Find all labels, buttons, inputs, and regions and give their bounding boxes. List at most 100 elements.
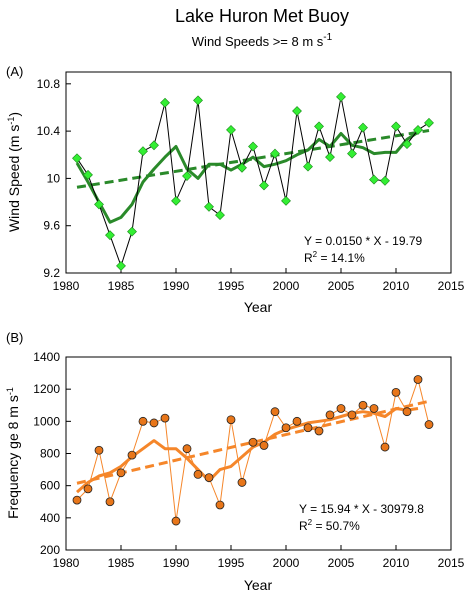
panel-b-data-point	[105, 497, 115, 507]
panel-a-data-point	[237, 162, 247, 173]
panel-a-y-tick-label: 10	[47, 171, 61, 185]
panel-b-series	[72, 375, 434, 526]
panel-a-x-tick-label: 1995	[218, 279, 245, 293]
panel-a-data-point	[292, 106, 302, 116]
panel-a-data-point	[303, 161, 313, 172]
panel-a-label: (A)	[6, 64, 23, 79]
panel-a-data-point	[358, 122, 368, 133]
panel-a-data-point	[248, 141, 258, 152]
panel-b-data-point	[325, 410, 335, 420]
panel-b-x-tick-label: 1985	[108, 556, 135, 570]
panel-b-data-point	[314, 426, 324, 436]
panel-b-x-tick-label: 2010	[383, 556, 410, 570]
panel-b-y-tick-label: 400	[40, 511, 60, 525]
panel-a-x-tick-label: 1985	[108, 279, 135, 293]
panel-b-data-point	[270, 407, 280, 417]
panel-b-data-point	[204, 473, 214, 483]
panel-b-label: (B)	[6, 330, 23, 345]
panel-b-data-point	[94, 445, 104, 455]
panel-b: (B) 1980 1985 1990 1995 2000 2005 2010 2015 200…	[5, 330, 465, 593]
panel-b-y-tick-label: 800	[40, 447, 60, 461]
panel-b-data-point	[369, 404, 379, 413]
panel-a-series	[72, 91, 434, 271]
panel-a-x-tick-label: 2015	[438, 279, 465, 293]
panel-a-data-point	[336, 91, 346, 102]
panel-a-data-point	[369, 174, 379, 185]
panel-b-data-point	[127, 450, 137, 460]
panel-b-data-point	[336, 404, 346, 413]
panel-a-data-point	[193, 95, 203, 106]
panel-a-x-tick-label: 2000	[273, 279, 300, 293]
panel-a-data-point	[325, 152, 335, 163]
panel-b-data-point	[149, 418, 159, 428]
panel-a-x-ticks: 1980 1985 1990 1995 2000 2005 2010 2015	[53, 268, 465, 293]
panel-b-x-tick-label: 2000	[273, 556, 300, 570]
panel-a-data-point	[413, 125, 423, 135]
panel-b-data-point	[281, 423, 291, 433]
panel-b-x-tick-label: 1980	[53, 556, 80, 570]
panel-b-y-ticks: 200 400 600 800 1000 1200 1400	[33, 350, 71, 557]
panel-a-data-point	[270, 148, 280, 159]
panel-a-y-axis-label: Wind Speed (m s-1)	[6, 112, 22, 232]
panel-b-x-axis-label: Year	[244, 577, 273, 593]
panel-a-y-tick-label: 10.8	[37, 77, 61, 91]
panel-a-r2-exponent: 2	[313, 250, 318, 259]
panel-b-x-tick-label: 1995	[218, 556, 245, 570]
panel-a-data-point	[402, 139, 412, 150]
panel-b-data-point	[380, 442, 390, 452]
panel-b-x-ticks: 1980 1985 1990 1995 2000 2005 2010 2015	[53, 545, 465, 570]
panel-a-x-tick-label: 1980	[53, 279, 80, 293]
panel-a-y-ticks: 9.2 9.6 10 10.4 10.8	[37, 77, 71, 280]
panel-b-data-point	[292, 416, 302, 426]
panel-b-data-point	[160, 413, 170, 423]
panel-b-data-point	[171, 516, 181, 526]
panel-b-data-point	[72, 495, 82, 505]
panel-b-y-tick-label: 1200	[33, 382, 60, 396]
panel-a-smoothed-line	[75, 131, 419, 224]
panel-b-data-point	[358, 400, 368, 410]
panel-a-y-label-exponent: -1	[6, 117, 16, 125]
panel-a-data-point	[226, 125, 236, 135]
panel-a: (A) 1980 1985 1990 1995 2000 2005 2010 2015 9.2…	[6, 64, 465, 315]
panel-a-r2: R2 = 14.1%	[304, 250, 365, 265]
panel-b-y-label-text: Frequency ge 8 m s	[5, 395, 21, 519]
panel-b-y-label-exponent: -1	[5, 387, 15, 395]
panel-a-data-point	[127, 226, 137, 237]
panel-a-data-point	[281, 195, 291, 206]
panel-b-data-point	[138, 416, 148, 426]
panel-b-data-point	[391, 387, 401, 397]
panel-b-y-tick-label: 1400	[33, 350, 60, 364]
panel-a-data-point	[182, 171, 192, 181]
panel-b-data-point	[193, 470, 203, 479]
panel-b-y-tick-label: 600	[40, 479, 60, 493]
panel-b-plot-frame	[65, 356, 452, 551]
panel-a-data-point	[347, 148, 357, 159]
panel-b-r2-exponent: 2	[308, 518, 313, 527]
panel-a-y-label-text: Wind Speed (m s	[6, 125, 22, 232]
panel-a-y-tick-label: 9.2	[43, 266, 60, 280]
panel-b-data-point	[424, 420, 434, 429]
panel-a-data-point	[160, 97, 170, 108]
panel-a-equation: Y = 0.0150 * X - 19.79	[304, 234, 423, 248]
subtitle-text: Wind Speeds >= 8 m s	[192, 34, 324, 49]
panel-b-data-point	[237, 478, 247, 487]
panel-a-data-point	[83, 169, 93, 180]
panel-b-data-point	[182, 444, 192, 454]
panel-a-x-axis-label: Year	[244, 299, 273, 315]
panel-a-y-tick-label: 10.4	[37, 124, 61, 138]
panel-a-data-point	[116, 260, 126, 271]
panel-b-equation: Y = 15.94 * X - 30979.8	[299, 502, 424, 516]
panel-b-smoothed-line	[76, 407, 419, 494]
panel-a-x-tick-label: 1990	[163, 279, 190, 293]
panel-a-x-tick-label: 2010	[383, 279, 410, 293]
panel-a-y-tick-label: 9.6	[43, 219, 60, 233]
panel-b-y-tick-label: 200	[40, 543, 60, 557]
panel-b-data-point	[402, 407, 412, 417]
panel-a-data-point	[204, 201, 214, 212]
panel-a-data-point	[105, 230, 115, 241]
panel-a-r2-value: = 14.1%	[317, 251, 365, 265]
panel-b-data-point	[116, 468, 126, 478]
panel-b-x-tick-label: 1990	[163, 556, 190, 570]
panel-b-data-point	[226, 415, 236, 425]
